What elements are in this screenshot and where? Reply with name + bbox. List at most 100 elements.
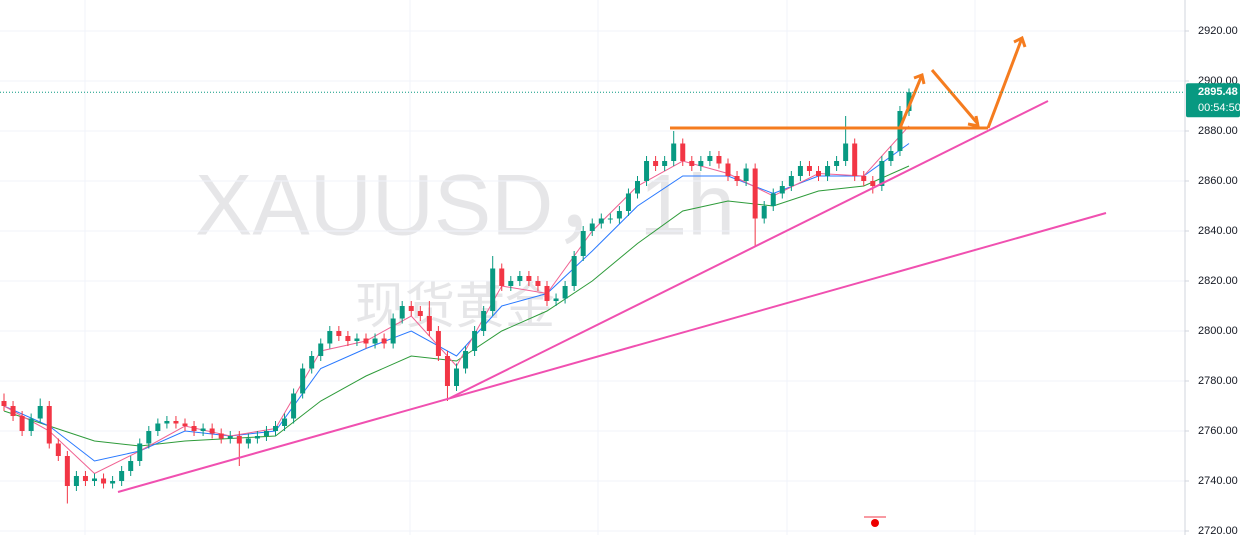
candle-body (526, 276, 532, 281)
candle-body (743, 168, 749, 181)
candle-body (725, 163, 731, 176)
candle-body (273, 426, 278, 431)
candle-body (92, 478, 97, 481)
candle-body (843, 143, 849, 161)
candle-body (562, 286, 568, 299)
candle-body (490, 268, 496, 311)
candle-body (318, 343, 324, 356)
candle-body (200, 428, 206, 431)
candle-body (852, 143, 858, 176)
candle-body (906, 92, 912, 111)
candle-body (417, 311, 423, 316)
candle-body (37, 406, 43, 419)
y-tick-label: 2840.00 (1198, 225, 1238, 237)
candle-body (806, 166, 812, 171)
candle-body (770, 193, 776, 206)
candle-body (263, 431, 269, 436)
candle-body (797, 166, 803, 176)
candle-body (354, 338, 360, 341)
candle-body (155, 423, 161, 431)
y-tick-label: 2800.00 (1198, 325, 1238, 337)
candle-body (472, 331, 478, 351)
candle-body (55, 443, 61, 456)
candle-body (653, 161, 659, 166)
watermark-sub: 现货黄金 (355, 278, 555, 334)
candle-body (816, 171, 821, 176)
candle-body (870, 181, 876, 186)
candle-body (309, 356, 315, 369)
candle-body (245, 438, 251, 444)
candle-body (662, 161, 668, 166)
event-marker[interactable] (871, 519, 879, 527)
candle-body (28, 418, 34, 431)
candle-body (1, 401, 7, 406)
candle-body (327, 331, 333, 344)
candle-body (372, 338, 378, 344)
candle-body (463, 351, 469, 369)
price-label-box (1186, 83, 1240, 118)
candle-body (73, 476, 79, 486)
candle-body (291, 393, 297, 419)
countdown: 00:54:50 (1198, 102, 1241, 114)
candle-body (209, 428, 215, 434)
y-tick-label: 2920.00 (1198, 25, 1238, 37)
candle-body (716, 156, 722, 164)
candle-body (119, 471, 125, 481)
watermark: XAUUSD，1h (195, 158, 735, 254)
candle-body (481, 311, 487, 331)
y-tick-label: 2860.00 (1198, 175, 1238, 187)
candle-body (879, 161, 885, 186)
candle-body (834, 161, 840, 166)
candle-body (128, 461, 134, 471)
trend-lines (117, 100, 1107, 493)
candle-body (82, 476, 88, 481)
candle-body (19, 416, 25, 431)
y-tick-label: 2780.00 (1198, 375, 1238, 387)
candle-body (625, 193, 631, 211)
y-tick-label: 2880.00 (1198, 125, 1238, 137)
candle-body (363, 338, 369, 344)
moving-average (3, 143, 910, 462)
candle-body (146, 431, 152, 444)
candle-body (110, 481, 116, 484)
candle-body (399, 306, 405, 319)
candle-body (644, 161, 650, 181)
vertical-grid (84, 0, 976, 535)
candle-body (300, 368, 306, 394)
candle-body (734, 176, 740, 181)
candle-body (173, 421, 179, 424)
candle-body (544, 286, 550, 301)
candle-body (635, 181, 640, 194)
candle-body (390, 318, 396, 344)
candle-body (779, 186, 785, 194)
candle-body (236, 436, 242, 444)
candle-body (616, 211, 622, 219)
candle-body (607, 218, 613, 220)
candle-body (182, 423, 188, 426)
candle-body (761, 206, 767, 219)
y-tick-label: 2820.00 (1198, 275, 1238, 287)
candle-body (454, 368, 459, 386)
candle-body (752, 168, 758, 219)
candle-body (707, 156, 713, 161)
candle-body (426, 316, 432, 331)
y-tick-label: 2760.00 (1198, 425, 1238, 437)
y-tick-label: 2740.00 (1198, 475, 1238, 487)
candle-body (435, 331, 441, 356)
candle-body (680, 143, 686, 161)
candle-body (535, 281, 541, 286)
candle-body (589, 223, 595, 231)
candle-body (345, 336, 351, 341)
candle-body (508, 281, 514, 286)
candle-body (101, 478, 107, 484)
candle-body (598, 218, 604, 224)
candle-body (888, 151, 894, 161)
candle-body (897, 111, 903, 151)
candle-body (227, 436, 233, 439)
candle-body (191, 426, 197, 431)
candle-body (408, 306, 414, 311)
candle-body (10, 406, 16, 416)
y-tick-label: 2720.00 (1198, 525, 1238, 535)
candle-body (64, 456, 70, 486)
